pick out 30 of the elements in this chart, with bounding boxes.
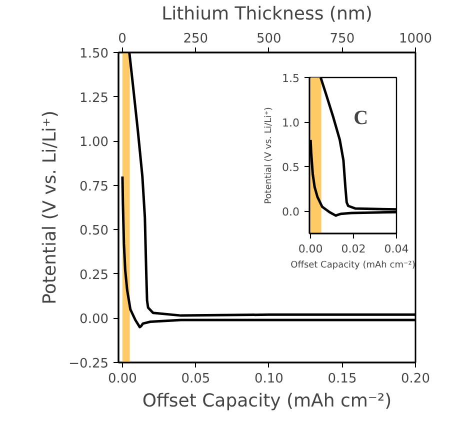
y-tick-label: −0.25 [68, 356, 109, 372]
y-tick-label: 0.75 [80, 179, 109, 194]
x-axis-title: Offset Capacity (mAh cm⁻²) [142, 390, 392, 412]
y-tick-label: 0.0 [282, 206, 300, 219]
x2-tick-label: 1000 [398, 32, 432, 46]
x2-tick-label: 750 [330, 32, 355, 46]
y-tick-label: 0.50 [80, 224, 109, 239]
x-tick-label: 0.10 [254, 372, 284, 386]
y-tick-label: 0.5 [282, 161, 300, 174]
y-axis-title: Potential (V vs. Li/Li⁺) [264, 107, 274, 204]
x-tick-label: 0.20 [401, 372, 430, 386]
y-tick-label: 1.0 [282, 116, 300, 130]
x-tick-label: 0.00 [298, 242, 323, 256]
x2-tick-label: 250 [183, 32, 208, 46]
x-tick-label: 0.04 [384, 242, 409, 256]
y-tick-label: 0.00 [80, 312, 109, 328]
y-tick-label: 1.25 [80, 90, 109, 106]
x-tick-label: 0.05 [181, 372, 210, 386]
y-tick-label: 1.00 [80, 135, 109, 150]
x-tick-label: 0.02 [341, 242, 366, 256]
y-tick-label: 1.50 [80, 46, 109, 62]
y-axis-title: Potential (V vs. Li/Li⁺) [40, 110, 61, 304]
x-tick-label: 0.15 [328, 372, 357, 386]
x2-axis-title: Lithium Thickness (nm) [162, 4, 372, 24]
x2-tick-label: 500 [256, 32, 282, 46]
annotation: C [354, 107, 368, 130]
x-tick-label: 0.00 [108, 372, 137, 386]
y-tick-label: 1.5 [282, 72, 300, 85]
y-tick-label: 0.25 [80, 268, 109, 283]
x2-tick-label: 0 [118, 32, 126, 46]
